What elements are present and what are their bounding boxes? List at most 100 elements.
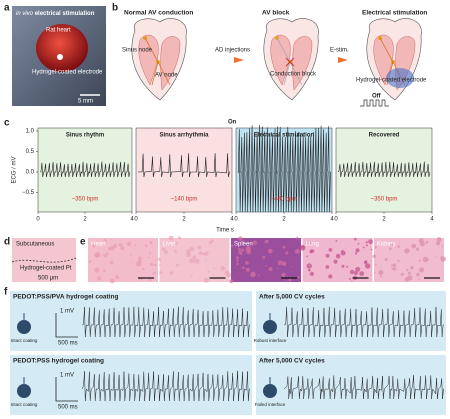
y-tick-label: 1.0 [26, 129, 35, 135]
label: Hydrogel-coated Pt [20, 266, 72, 272]
tissue-texture [236, 256, 239, 260]
rate-label: ~140 bpm [171, 197, 198, 203]
tissue-texture [297, 276, 300, 279]
tissue-texture [296, 236, 299, 240]
tissue-texture [368, 239, 373, 245]
y-tick-label: 0.0 [26, 170, 35, 176]
tissue-texture [225, 263, 227, 266]
tissue-texture [92, 243, 96, 247]
panel-label: a [4, 3, 10, 14]
tissue-texture [410, 266, 414, 270]
cv-trace [283, 375, 444, 400]
tissue-texture [236, 259, 239, 261]
tissue-texture [407, 249, 409, 251]
tissue-texture [411, 243, 417, 249]
tissue-texture [265, 264, 267, 267]
x-tick-label: 0 [134, 217, 138, 223]
tissue-texture [159, 264, 161, 267]
tissue-texture [294, 248, 300, 254]
heart-diagram [263, 18, 319, 101]
tissue-texture [419, 267, 425, 273]
tissue-texture [416, 247, 420, 251]
tissue-texture [281, 261, 287, 266]
pulse-train [360, 99, 389, 107]
chamber [270, 34, 291, 86]
tissue-texture [384, 258, 388, 261]
cv-trace [81, 370, 250, 402]
tissue-texture [154, 259, 156, 262]
x-tick-label: 4 [430, 217, 434, 223]
tissue-texture [115, 275, 120, 280]
tissue-texture [197, 245, 202, 250]
tissue-texture [147, 256, 150, 259]
t-scale: 500 ms [58, 341, 78, 347]
stim-glow [386, 68, 414, 88]
tissue-texture [341, 249, 344, 252]
y-tick-label: 0.5 [26, 149, 35, 155]
electrode-icon [17, 320, 31, 334]
tissue-texture [103, 238, 107, 242]
conduction [144, 37, 171, 86]
tissue-texture [325, 265, 330, 269]
tissue-texture [165, 252, 167, 255]
tissue-texture [154, 263, 157, 267]
tissue-texture [94, 267, 100, 273]
tissue-texture [150, 262, 153, 266]
rate-label: ~350 bpm [371, 197, 398, 203]
tissue-texture [203, 277, 209, 283]
tissue-texture [109, 278, 115, 284]
tissue-texture [416, 272, 420, 277]
tissue-texture [264, 239, 269, 244]
x-tick-label: 2 [282, 217, 286, 223]
tissue-texture [391, 267, 393, 270]
tissue-texture [245, 249, 252, 255]
scale-bar [55, 377, 78, 402]
tissue-texture [149, 252, 152, 255]
tissue-texture [245, 267, 250, 272]
tissue-texture [288, 278, 292, 282]
tissue-texture [389, 242, 394, 247]
scale-label: 500 μm [38, 276, 58, 282]
x-tick-label: 4 [330, 217, 334, 223]
tissue-texture [113, 244, 118, 249]
tissue-texture [300, 237, 302, 240]
tissue-texture [242, 266, 245, 270]
electrode-icon [263, 320, 277, 334]
cv-rows: PEDOT:PSS/PVA hydrogel coating After 5,00… [10, 291, 446, 415]
tissue-texture [353, 237, 357, 241]
tissue-texture [325, 253, 330, 258]
tissue-texture [281, 272, 286, 277]
tissue-texture [374, 272, 376, 274]
tissue-texture [161, 247, 166, 251]
label: Subcutaneous [16, 242, 54, 248]
tissue-texture [97, 276, 102, 281]
tissue-texture [241, 248, 245, 252]
tissue-texture [404, 248, 410, 254]
tissue-texture [209, 251, 211, 253]
panel-bg [135, 127, 233, 213]
tissue-texture [285, 251, 289, 255]
t-scale: 500 ms [58, 405, 78, 411]
tissue-texture [110, 238, 112, 240]
row-bg [10, 291, 252, 351]
row-bg [256, 355, 446, 415]
heart-diagram [366, 18, 422, 101]
tissue-texture [355, 248, 360, 253]
tissue-texture [400, 272, 404, 276]
tissue-texture [211, 239, 214, 243]
tissue-texture [168, 235, 174, 241]
tissue-texture [164, 249, 168, 253]
tissue-texture [392, 263, 397, 268]
tissue-texture [355, 266, 361, 272]
tissue-texture [238, 236, 243, 241]
tissue-texture [363, 260, 368, 265]
row-title: PEDOT:PSS hydrogel coating [13, 358, 104, 365]
electrode-icon [263, 384, 277, 398]
panel-label: b [112, 3, 118, 14]
ecg-trace [40, 161, 131, 178]
label: AD injections [215, 48, 250, 54]
tissue-texture [370, 248, 373, 251]
tissue-texture [285, 280, 287, 283]
x-tick-label: 4 [230, 217, 234, 223]
